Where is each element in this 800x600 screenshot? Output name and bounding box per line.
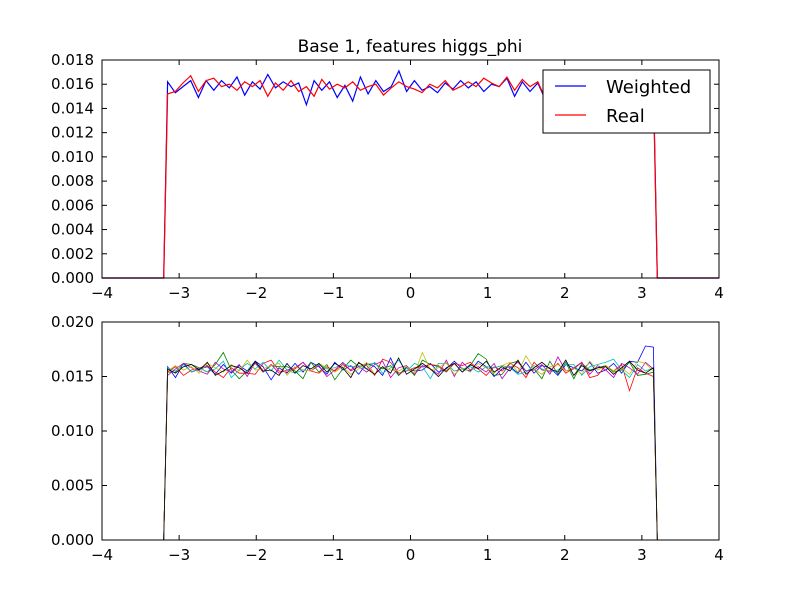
bottom-axes: −4 −3 −2 −1 0 1 2 3 4 0.000 0.005 0.010 0.015 0.020 [51,313,724,564]
y-tick-label: 0.005 [51,477,94,495]
y-tick-label: 0.000 [51,531,94,549]
x-tick-label: 1 [483,284,493,302]
top-legend: Weighted Real [542,69,711,134]
y-tick-label: 0.014 [51,99,94,117]
x-tick-label: −4 [91,284,113,302]
x-tick-label: 0 [406,546,416,564]
legend-box [542,69,711,134]
x-tick-label: −4 [91,546,113,564]
top-subplot: Base 1, features higgs_phi −4 −3 −2 −1 0 1 2 3 4… [51,37,724,302]
x-tick-label: −3 [168,546,190,564]
y-tick-label: 0.006 [51,196,94,214]
y-tick-label: 0.015 [51,368,94,386]
x-tick-label: 4 [714,546,724,564]
y-tick-label: 0.008 [51,172,94,190]
x-tick-label: 3 [637,284,647,302]
x-tick-label: 0 [406,284,416,302]
y-tick-label: 0.016 [51,75,94,93]
series-line-4 [102,358,719,541]
top-axes: −4 −3 −2 −1 0 1 2 3 4 0.000 0.002 0.004 0.006 0.008 0.… [51,51,724,302]
series-line-6 [102,351,719,541]
legend-label-weighted: Weighted [606,77,691,98]
x-tick-label: −1 [322,284,344,302]
x-tick-label: −1 [322,546,344,564]
x-tick-label: 1 [483,546,493,564]
x-tick-label: 4 [714,284,724,302]
top-chart-title: Base 1, features higgs_phi [298,37,523,57]
x-tick-label: 3 [637,546,647,564]
y-tick-label: 0.010 [51,422,94,440]
x-tick-label: 2 [560,284,570,302]
y-tick-label: 0.000 [51,269,94,287]
bottom-data-marks [102,345,719,541]
y-tick-label: 0.020 [51,313,94,331]
x-tick-label: −3 [168,284,190,302]
x-tick-label: 2 [560,546,570,564]
y-tick-label: 0.018 [51,51,94,69]
x-tick-label: −2 [245,284,267,302]
y-tick-label: 0.002 [51,245,94,263]
y-tick-label: 0.010 [51,148,94,166]
y-tick-label: 0.012 [51,124,94,142]
legend-label-real: Real [606,106,645,127]
y-tick-label: 0.004 [51,221,94,239]
x-tick-label: −2 [245,546,267,564]
series-line-7 [102,357,719,541]
bottom-subplot: −4 −3 −2 −1 0 1 2 3 4 0.000 0.005 0.010 0.015 0.020 [51,313,724,564]
